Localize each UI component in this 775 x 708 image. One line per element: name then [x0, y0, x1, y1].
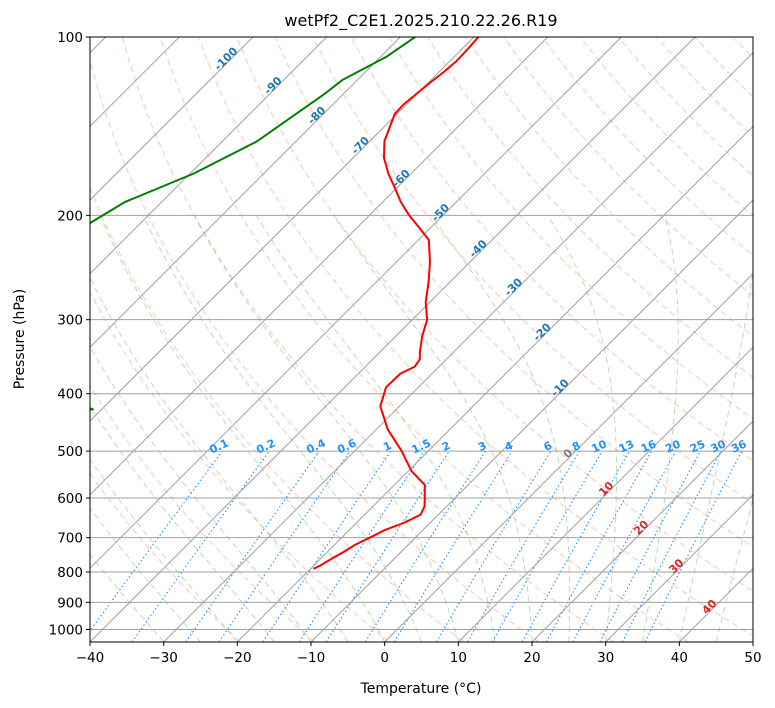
- dry-adiabat-line: [236, 37, 753, 592]
- isotherm-gridline: [90, 37, 401, 349]
- y-tick-label: 300: [57, 313, 83, 329]
- isotherm-gridline: [90, 37, 328, 275]
- dry-adiabat-line: [90, 384, 316, 642]
- y-tick-label: 1000: [49, 622, 83, 638]
- moist-adiabat-line: [333, 215, 533, 642]
- mixing-ratio-label: 20: [663, 437, 683, 455]
- x-tick-label: 50: [744, 650, 761, 666]
- dry-adiabat-line: [388, 37, 753, 420]
- mixing-ratio-line: [572, 450, 677, 642]
- mixing-ratio-lines: [90, 450, 743, 642]
- y-tick-label: 400: [57, 387, 83, 403]
- isotherm-gridline: [90, 37, 622, 570]
- moist-adiabat-line: [193, 215, 459, 642]
- dry-adiabat-line: [350, 37, 753, 462]
- isotherm-gridline: [531, 420, 753, 642]
- x-tick-label: 0: [380, 650, 389, 666]
- dewpoint-trace: [90, 37, 416, 411]
- x-tick-label: 40: [671, 650, 688, 666]
- dry-adiabat-line: [90, 186, 465, 642]
- dry-adiabat-line: [503, 37, 753, 297]
- mixing-ratio-line: [393, 450, 513, 642]
- y-tick-label: 100: [57, 30, 83, 46]
- mixing-ratio-label: 16: [639, 437, 659, 455]
- moist-adiabat-line: [90, 458, 238, 642]
- dry-adiabat-line: [90, 59, 540, 642]
- plot-frame: [89, 36, 754, 643]
- isotherm-gridlines: [90, 37, 753, 642]
- dry-adiabat-line: [90, 291, 390, 642]
- y-tick-label: 500: [57, 444, 83, 460]
- mixing-ratio-line: [644, 450, 743, 642]
- x-tick-label: −30: [149, 650, 178, 666]
- dry-adiabat-line: [90, 472, 241, 642]
- mixing-ratio-line: [90, 450, 223, 632]
- dry-adiabat-line: [159, 37, 689, 642]
- mixing-ratio-line: [131, 450, 270, 642]
- x-axis-title: Temperature (°C): [360, 681, 482, 697]
- moist-adiabat-line: [430, 215, 571, 642]
- x-tick-label: −10: [297, 650, 326, 666]
- isotherm-gridline: [236, 125, 753, 642]
- y-tick-label: 700: [57, 531, 83, 547]
- x-axis: −40 −30 −20 −10 0 10 20 30 40 50: [76, 642, 762, 666]
- moist-adiabat-line: [547, 215, 617, 642]
- dry-adiabat-line: [465, 37, 753, 338]
- plot-area: -100-90-80-70-60-50-40-30-20-10010203040…: [90, 37, 753, 642]
- mixing-ratio-line: [218, 450, 351, 642]
- mixing-ratio-line: [298, 450, 425, 642]
- moist-adiabat-line: [99, 215, 386, 642]
- isotherm-gridline: [310, 199, 753, 642]
- moist-adiabat-line: [642, 215, 679, 642]
- x-tick-label: −20: [223, 650, 252, 666]
- dry-adiabat-line: [312, 37, 753, 505]
- mixing-ratio-line: [325, 450, 450, 642]
- isotherm-gridline: [90, 37, 549, 496]
- mixing-ratio-line: [545, 450, 653, 642]
- x-tick-label: 10: [450, 650, 467, 666]
- x-tick-label: 30: [597, 650, 614, 666]
- isotherm-gridline: [457, 346, 753, 642]
- dry-adiabat-line: [426, 37, 753, 378]
- x-tick-label: −40: [76, 650, 105, 666]
- chart-title: wetPf2_C2E1.2025.210.22.26.R19: [284, 11, 557, 31]
- mixing-ratio-label: 30: [709, 437, 729, 455]
- y-axis-title: Pressure (hPa): [12, 289, 28, 389]
- isotherm-gridline: [90, 37, 475, 422]
- moist-adiabat-line: [678, 265, 753, 642]
- isobar-gridlines: [90, 37, 753, 630]
- y-tick-label: 200: [57, 208, 83, 224]
- mixing-ratio-line: [185, 450, 320, 642]
- moist-adiabat-line: [90, 405, 275, 642]
- isotherm-gridline: [605, 493, 753, 642]
- mixing-ratio-line: [521, 450, 630, 642]
- moist-adiabat-line: [90, 345, 312, 642]
- x-tick-label: 20: [523, 650, 540, 666]
- mixing-ratio-label: 13: [617, 437, 636, 455]
- mixing-ratio-line: [262, 450, 392, 642]
- isotherm-gridline: [90, 37, 696, 642]
- y-tick-label: 800: [57, 565, 83, 581]
- isotherm-gridline: [90, 37, 254, 201]
- isotherm-gridline: [384, 272, 753, 642]
- dry-adiabat-line: [274, 37, 753, 548]
- mixing-ratio-label: 25: [688, 437, 707, 455]
- dry-adiabat-line: [121, 37, 614, 642]
- mixing-ratio-label: 36: [729, 437, 749, 455]
- y-tick-label: 600: [57, 491, 83, 507]
- y-tick-label: 900: [57, 595, 83, 611]
- moist-adiabat-line: [142, 215, 422, 642]
- mixing-ratio-label: 10: [589, 437, 609, 455]
- mixing-ratio-labels: 0.1 0.2 0.4 0.6 1 1.5 2 3 4 6 8 10 13 16 20 25 30 36: [207, 436, 748, 456]
- isotherm-gridline: [163, 51, 753, 642]
- temperature-trace: [313, 37, 480, 570]
- y-axis: 100 200 300 400 500 600 700 800 900 1000: [49, 30, 90, 638]
- sounding-traces: [90, 37, 480, 570]
